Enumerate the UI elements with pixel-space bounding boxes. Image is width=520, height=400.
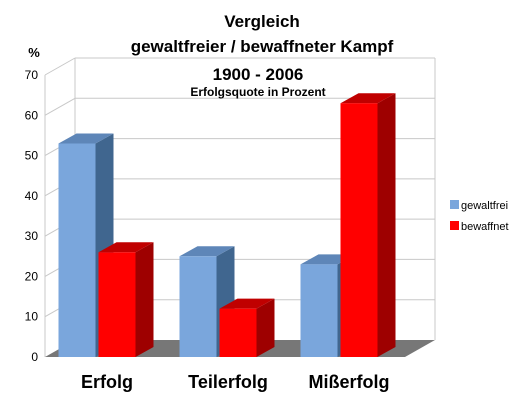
- y-tick-label: 30: [25, 229, 39, 243]
- y-tick-labels: 0 10 20 30 40 50 60 70: [25, 68, 39, 364]
- bar-bewaffnet-Teilerfolg: [219, 298, 275, 357]
- bar-front: [340, 103, 378, 357]
- bar-top: [179, 246, 235, 257]
- legend-label: gewaltfrei: [461, 200, 508, 212]
- bar-gewaltfrei-Teilerfolg: [179, 246, 235, 357]
- legend-swatch: [450, 200, 459, 209]
- bar-top: [98, 242, 154, 253]
- x-tick-label: Mißerfolg: [309, 372, 390, 392]
- bar-top: [219, 298, 275, 309]
- bars-layer: [58, 93, 396, 357]
- y-axis-label: %: [28, 45, 40, 60]
- bar-side: [256, 298, 275, 357]
- x-tick-labels: Erfolg Teilerfolg Mißerfolg: [81, 372, 390, 392]
- bar-top: [58, 133, 114, 144]
- bar-front: [98, 252, 136, 357]
- bar-front: [58, 143, 96, 357]
- chart-subtitle2: Erfolgsquote in Prozent: [190, 85, 325, 99]
- y-tick-label: 70: [25, 68, 39, 82]
- legend-swatch: [450, 221, 459, 230]
- bar-front: [219, 308, 257, 357]
- legend-label: bewaffnet: [461, 221, 509, 233]
- bar-bewaffnet-Erfolg: [98, 242, 154, 357]
- bar-side: [135, 242, 154, 357]
- y-tick-label: 40: [25, 189, 39, 203]
- y-tick-label: 10: [25, 310, 39, 324]
- y-tick-label: 50: [25, 149, 39, 163]
- x-tick-label: Erfolg: [81, 372, 133, 392]
- chart-title: Vergleich: [224, 12, 300, 31]
- y-tick-label: 20: [25, 269, 39, 283]
- bar-side: [377, 93, 396, 357]
- gridline-connector: [44, 97, 76, 116]
- y-tick-label: 60: [25, 108, 39, 122]
- chart-title-line2: gewaltfreier / bewaffneter Kampf: [131, 37, 394, 56]
- bar-top: [340, 93, 396, 104]
- x-tick-label: Teilerfolg: [188, 372, 268, 392]
- legend: gewaltfrei bewaffnet: [450, 200, 509, 233]
- bar-front: [300, 264, 338, 357]
- chart-subtitle: 1900 - 2006: [213, 65, 304, 84]
- gridline-connector: [44, 57, 76, 76]
- bar-bewaffnet-Mißerfolg: [340, 93, 396, 357]
- bar-front: [179, 256, 217, 357]
- y-tick-label: 0: [31, 350, 38, 364]
